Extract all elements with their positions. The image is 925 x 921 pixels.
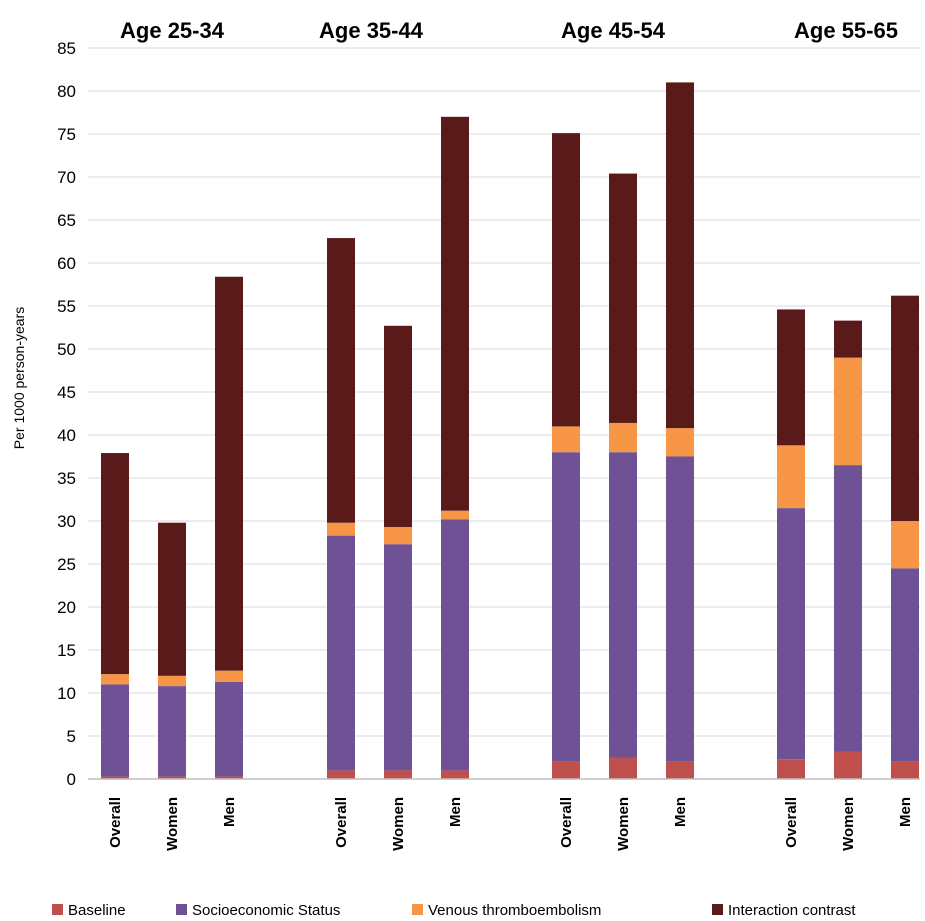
bar-segment-interaction-contrast	[158, 522, 186, 676]
bar-segment-venous-thromboembolism	[384, 527, 412, 545]
y-tick-label: 15	[57, 641, 76, 660]
bar-segment-socioeconomic-status	[101, 684, 129, 777]
x-category-label: Women	[390, 797, 407, 851]
legend-swatch	[712, 904, 723, 915]
bar-segment-socioeconomic-status	[777, 508, 805, 760]
y-tick-label: 20	[57, 598, 76, 617]
bar-segment-baseline	[891, 761, 919, 779]
y-tick-label: 45	[57, 383, 76, 402]
bar-segment-baseline	[158, 776, 186, 779]
legend: Baseline Socioeconomic Status Venous throm…	[52, 902, 856, 919]
x-category-label: Overall	[333, 797, 350, 848]
x-category-label: Men	[672, 797, 689, 827]
bar-segment-venous-thromboembolism	[158, 675, 186, 687]
bar-segment-baseline	[777, 759, 805, 779]
bar-segment-baseline	[101, 776, 129, 779]
bar-segment-interaction-contrast	[891, 295, 919, 521]
bar-segment-interaction-contrast	[101, 453, 129, 675]
legend-label: Interaction contrast	[728, 902, 856, 919]
bar-segment-interaction-contrast	[834, 320, 862, 358]
bar-segment-venous-thromboembolism	[609, 422, 637, 453]
bar-segment-baseline	[384, 770, 412, 779]
bar-segment-baseline	[609, 757, 637, 779]
bar-segment-baseline	[666, 761, 694, 779]
x-category-label: Men	[897, 797, 914, 827]
bar-segment-interaction-contrast	[666, 82, 694, 429]
y-axis-title: Per 1000 person-years	[11, 307, 27, 449]
bar-segment-interaction-contrast	[441, 116, 469, 511]
bar-segment-venous-thromboembolism	[101, 674, 129, 685]
group-title: Age 25-34	[120, 18, 225, 43]
bar-segment-venous-thromboembolism	[441, 510, 469, 520]
y-tick-label: 50	[57, 340, 76, 359]
legend-swatch	[52, 904, 63, 915]
y-tick-label: 10	[57, 684, 76, 703]
bar-segment-baseline	[552, 761, 580, 779]
y-tick-label: 65	[57, 211, 76, 230]
y-tick-label: 80	[57, 82, 76, 101]
y-tick-label: 60	[57, 254, 76, 273]
bar-segment-baseline	[327, 770, 355, 779]
bar-segment-socioeconomic-status	[215, 681, 243, 777]
x-category-label: Women	[840, 797, 857, 851]
x-category-label: Men	[221, 797, 238, 827]
group-title: Age 55-65	[794, 18, 898, 43]
bar-segment-interaction-contrast	[552, 133, 580, 427]
y-tick-label: 0	[67, 770, 76, 789]
bar-segment-socioeconomic-status	[327, 535, 355, 771]
legend-label: Baseline	[68, 902, 126, 919]
y-tick-label: 35	[57, 469, 76, 488]
bar-segment-interaction-contrast	[384, 325, 412, 528]
bar-segment-venous-thromboembolism	[327, 522, 355, 536]
y-tick-label: 70	[57, 168, 76, 187]
bar-segment-baseline	[834, 751, 862, 779]
bar-segment-interaction-contrast	[777, 309, 805, 446]
x-category-label: Overall	[107, 797, 124, 848]
legend-label: Socioeconomic Status	[192, 902, 340, 919]
bar-segment-socioeconomic-status	[552, 452, 580, 762]
x-category-label: Men	[447, 797, 464, 827]
bar-segment-interaction-contrast	[609, 173, 637, 423]
bar-segment-socioeconomic-status	[609, 452, 637, 758]
group-title: Age 45-54	[561, 18, 666, 43]
y-tick-label: 55	[57, 297, 76, 316]
y-tick-label: 75	[57, 125, 76, 144]
bar-segment-baseline	[441, 770, 469, 779]
x-category-label: Overall	[558, 797, 575, 848]
bar-segment-socioeconomic-status	[666, 456, 694, 762]
bar-segment-venous-thromboembolism	[552, 426, 580, 453]
bar-segment-socioeconomic-status	[441, 519, 469, 771]
bar-segment-venous-thromboembolism	[834, 357, 862, 466]
x-category-label: Women	[615, 797, 632, 851]
y-tick-label: 40	[57, 426, 76, 445]
bar-segment-interaction-contrast	[327, 238, 355, 523]
y-tick-label: 5	[67, 727, 76, 746]
bar-segment-interaction-contrast	[215, 276, 243, 671]
y-tick-label: 25	[57, 555, 76, 574]
bar-segment-socioeconomic-status	[158, 686, 186, 777]
legend-label: Venous thromboembolism	[428, 902, 601, 919]
bar-segment-venous-thromboembolism	[891, 521, 919, 569]
y-tick-label: 30	[57, 512, 76, 531]
x-category-label: Overall	[783, 797, 800, 848]
bar-segment-venous-thromboembolism	[777, 445, 805, 509]
bars	[101, 82, 919, 779]
legend-swatch	[412, 904, 423, 915]
bar-segment-venous-thromboembolism	[666, 428, 694, 457]
bar-segment-socioeconomic-status	[834, 465, 862, 752]
legend-swatch	[176, 904, 187, 915]
y-tick-label: 85	[57, 39, 76, 58]
bar-segment-socioeconomic-status	[891, 568, 919, 762]
bar-segment-socioeconomic-status	[384, 544, 412, 771]
axes: 0 5 10 15 20 25 30 35 40 45 50 55 60 65 70 75 80 85 Age 25…	[57, 18, 920, 851]
bar-segment-baseline	[215, 776, 243, 779]
bar-segment-venous-thromboembolism	[215, 670, 243, 682]
group-title: Age 35-44	[319, 18, 424, 43]
x-category-label: Women	[164, 797, 181, 851]
